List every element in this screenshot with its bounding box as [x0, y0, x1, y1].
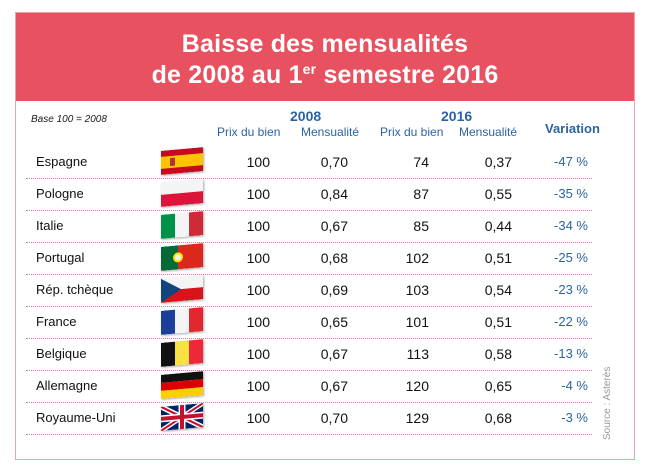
- payment-2008-cell: 0,70: [320, 410, 348, 426]
- price-2016-cell: 129: [405, 410, 429, 426]
- table-row: Espagne 100 0,70 74 0,37 -47 %: [26, 146, 592, 179]
- variation-cell: -35 %: [554, 186, 588, 201]
- czech-flag-icon: [161, 275, 203, 303]
- country-label: Allemagne: [36, 378, 98, 393]
- price-2008-cell: 100: [246, 218, 270, 234]
- table-row: Belgique 100 0,67 113 0,58 -13 %: [26, 338, 592, 371]
- price-2016-cell: 74: [413, 154, 429, 170]
- italy-flag-icon: [161, 211, 203, 239]
- source-note: Source : Asterès: [602, 366, 613, 440]
- portugal-flag-icon: [161, 243, 203, 271]
- payment-2016-cell: 0,55: [484, 186, 512, 202]
- price-2016-cell: 85: [413, 218, 429, 234]
- header-price-2008: Prix du bien: [217, 125, 281, 139]
- table-row: Allemagne 100 0,67 120 0,65 -4 %: [26, 370, 592, 403]
- table-row: Italie 100 0,67 85 0,44 -34 %: [26, 210, 592, 243]
- price-2008-cell: 100: [246, 154, 270, 170]
- country-label: Portugal: [36, 250, 85, 265]
- infographic-card: Baisse des mensualités de 2008 au 1er se…: [15, 12, 635, 460]
- header-payment-2008: Mensualité: [301, 125, 360, 139]
- payment-2016-cell: 0,51: [484, 250, 512, 266]
- title-line-2: de 2008 au 1er semestre 2016: [16, 61, 634, 90]
- table-row: Royaume-Uni 100 0,70 129 0,68 -3 %: [26, 402, 592, 435]
- title-line-2-suffix: semestre 2016: [316, 61, 499, 89]
- payment-2008-cell: 0,69: [320, 282, 348, 298]
- variation-cell: -25 %: [554, 250, 588, 265]
- poland-flag-icon: [161, 179, 203, 207]
- table-row: France 100 0,65 101 0,51 -22 %: [26, 306, 592, 339]
- payment-2008-cell: 0,65: [320, 314, 348, 330]
- payment-2016-cell: 0,58: [484, 346, 512, 362]
- price-2016-cell: 113: [406, 346, 429, 362]
- payment-2016-cell: 0,37: [484, 154, 512, 170]
- payment-2016-cell: 0,65: [484, 378, 512, 394]
- country-label: Belgique: [36, 346, 87, 361]
- price-2016-cell: 103: [405, 282, 429, 298]
- price-2008-cell: 100: [246, 282, 270, 298]
- variation-cell: -47 %: [554, 154, 588, 169]
- price-2016-cell: 87: [413, 186, 429, 202]
- table-row: Rép. tchèque 100 0,69 103 0,54 -23 %: [26, 274, 592, 307]
- payment-2016-cell: 0,68: [484, 410, 512, 426]
- payment-2016-cell: 0,51: [484, 314, 512, 330]
- price-2016-cell: 120: [405, 378, 429, 394]
- price-2008-cell: 100: [246, 250, 270, 266]
- table-row: Pologne 100 0,84 87 0,55 -35 %: [26, 178, 592, 211]
- country-label: Royaume-Uni: [36, 410, 116, 425]
- payment-2008-cell: 0,67: [320, 378, 348, 394]
- uk-flag-icon: [161, 403, 203, 431]
- header-price-2016: Prix du bien: [380, 125, 444, 139]
- payment-2008-cell: 0,67: [320, 346, 348, 362]
- price-2008-cell: 100: [246, 346, 270, 362]
- variation-cell: -13 %: [554, 346, 588, 361]
- france-flag-icon: [161, 307, 203, 335]
- year-2008-heading: 2008: [290, 108, 322, 124]
- table-row: Portugal 100 0,68 102 0,51 -25 %: [26, 242, 592, 275]
- country-label: Pologne: [36, 186, 84, 201]
- variation-cell: -3 %: [561, 410, 588, 425]
- payment-2016-cell: 0,44: [484, 218, 512, 234]
- title-line-2-prefix: de 2008 au 1: [151, 61, 303, 89]
- price-2008-cell: 100: [246, 410, 270, 426]
- variation-cell: -4 %: [561, 378, 588, 393]
- base-note: Base 100 = 2008: [31, 114, 107, 125]
- variation-cell: -34 %: [554, 218, 588, 233]
- year-2016-heading: 2016: [441, 108, 473, 124]
- payment-2016-cell: 0,54: [484, 282, 512, 298]
- country-label: Espagne: [36, 154, 88, 169]
- price-2008-cell: 100: [246, 314, 270, 330]
- payment-2008-cell: 0,70: [320, 154, 348, 170]
- price-2016-cell: 101: [405, 314, 429, 330]
- country-label: Italie: [36, 218, 64, 233]
- header-payment-2016: Mensualité: [459, 125, 518, 139]
- title-band: Baisse des mensualités de 2008 au 1er se…: [16, 13, 634, 101]
- payment-2008-cell: 0,67: [320, 218, 348, 234]
- title-line-1: Baisse des mensualités: [181, 30, 469, 58]
- payment-2008-cell: 0,68: [320, 250, 348, 266]
- price-2016-cell: 102: [405, 250, 429, 266]
- country-label: France: [36, 314, 77, 329]
- germany-flag-icon: [161, 371, 203, 399]
- header-variation: Variation: [545, 121, 600, 136]
- title-line-2-superscript: er: [302, 61, 317, 77]
- price-2008-cell: 100: [246, 378, 270, 394]
- spain-flag-icon: [161, 147, 203, 175]
- variation-cell: -23 %: [554, 282, 588, 297]
- variation-cell: -22 %: [554, 314, 588, 329]
- country-label: Rép. tchèque: [36, 282, 114, 297]
- payment-2008-cell: 0,84: [320, 186, 348, 202]
- belgium-flag-icon: [161, 339, 203, 367]
- price-2008-cell: 100: [246, 186, 270, 202]
